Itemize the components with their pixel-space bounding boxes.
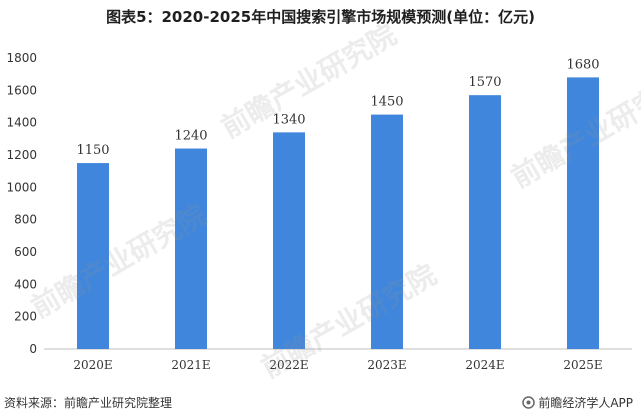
y-tick-label: 1200: [6, 148, 37, 162]
brand-label: 前瞻经济学人APP: [538, 396, 633, 410]
data-label: 1680: [566, 57, 599, 72]
y-tick-label: 800: [14, 213, 37, 227]
x-tick-label: 2020E: [73, 358, 112, 372]
data-label: 1340: [272, 112, 305, 127]
y-tick-label: 1400: [6, 116, 37, 130]
x-tick-label: 2025E: [563, 358, 602, 372]
x-tick-label: 2022E: [269, 358, 308, 372]
x-tick-label: 2021E: [171, 358, 210, 372]
bar: [469, 95, 501, 349]
y-tick-label: 1600: [6, 83, 37, 97]
y-tick-label: 400: [14, 277, 37, 291]
y-tick-label: 200: [14, 310, 37, 324]
footer: 资料来源：前瞻产业研究院整理 前瞻经济学人APP: [0, 392, 641, 412]
bar: [77, 163, 109, 349]
data-label: 1150: [76, 143, 109, 158]
data-label: 1240: [174, 129, 207, 144]
y-tick-label: 1000: [6, 180, 37, 194]
bar: [371, 114, 403, 349]
x-tick-label: 2023E: [367, 358, 406, 372]
y-tick-label: 600: [14, 245, 37, 259]
y-tick-label: 1800: [6, 51, 37, 65]
bar: [567, 77, 599, 350]
brand: 前瞻经济学人APP: [522, 394, 633, 411]
qianzhan-logo-icon: [522, 396, 536, 409]
chart-title: 图表5：2020-2025年中国搜索引擎市场规模预测(单位：亿元): [106, 8, 535, 26]
y-tick-label: 0: [29, 342, 37, 356]
bar: [273, 132, 305, 349]
data-label: 1450: [370, 95, 403, 110]
x-tick-label: 2024E: [465, 358, 504, 372]
bar: [175, 148, 207, 349]
source-note: 资料来源：前瞻产业研究院整理: [4, 396, 173, 410]
data-label: 1570: [468, 75, 501, 90]
